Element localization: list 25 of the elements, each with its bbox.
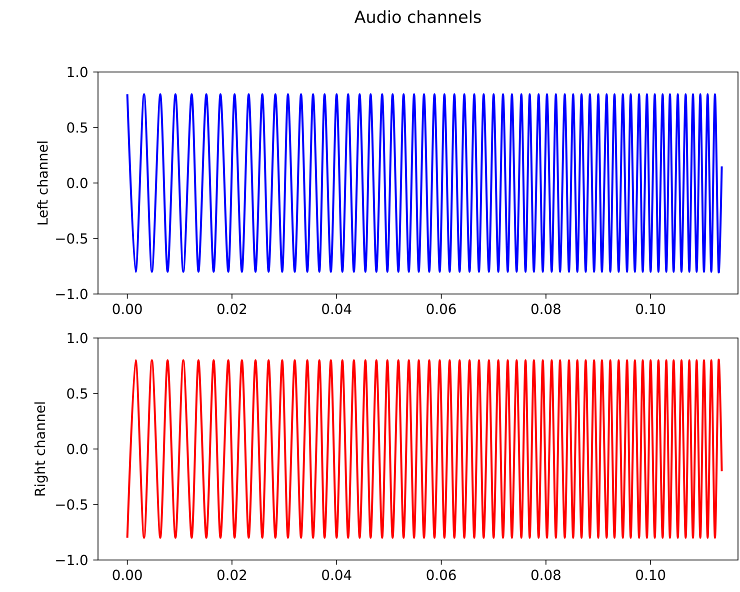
chart-title: Audio channels [354,10,481,24]
x-tick-label: 0.00 [112,304,142,314]
x-tick-label: 0.06 [426,304,456,314]
y-axis-title: Right channel [34,402,48,496]
x-tick-label: 0.02 [217,570,246,580]
y-axis-title: Left channel [37,142,48,224]
y-tick-label: −1.0 [56,554,88,566]
x-tick-label: 0.10 [636,304,666,314]
x-tick-label: 0.06 [426,570,456,580]
x-tick-label: 0.00 [112,570,142,580]
y-tick-label: −0.5 [56,499,88,510]
y-tick-label: −0.5 [56,233,88,244]
y-tick-label: 1.0 [68,66,88,78]
y-tick-label: −1.0 [56,288,88,300]
x-tick-label: 0.04 [322,304,352,314]
x-tick-label: 0.02 [217,304,246,314]
x-tick-label: 0.10 [636,570,666,580]
y-tick-label: 0.0 [67,178,88,188]
y-tick-label: 0.5 [67,122,88,133]
y-tick-label: 0.0 [67,444,88,454]
y-tick-label: 1.0 [68,332,88,344]
x-tick-label: 0.08 [531,304,560,314]
x-tick-label: 0.08 [531,570,560,580]
y-tick-label: 0.5 [67,388,88,399]
x-tick-label: 0.04 [322,570,352,580]
